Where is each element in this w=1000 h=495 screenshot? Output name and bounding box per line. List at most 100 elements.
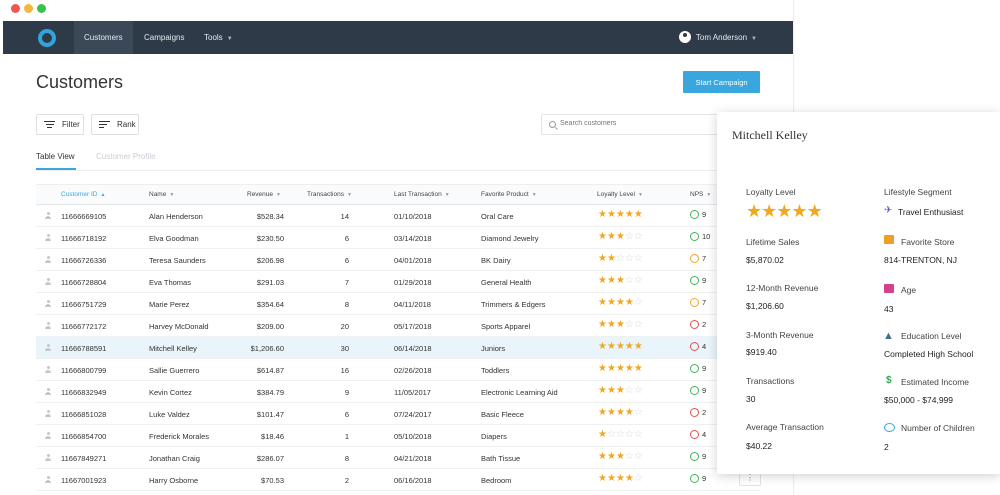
- col-last-transaction[interactable]: Last Transaction ▼: [394, 191, 450, 198]
- nps-value: 9: [702, 452, 707, 461]
- revenue-cell: $209.00: [256, 322, 284, 331]
- star-icon: ★: [761, 201, 777, 221]
- nps-cell: 9: [690, 209, 706, 220]
- nps-value: 7: [702, 254, 707, 263]
- nav-tools[interactable]: Tools ▼: [194, 21, 243, 54]
- col-nps[interactable]: NPS ▼: [690, 191, 711, 198]
- minimize-window-icon[interactable]: [24, 4, 33, 13]
- lifestyle-label: Lifestyle Segment: [884, 187, 952, 197]
- star-icon: ★: [606, 451, 616, 462]
- table-body: 11666669105 Alan Henderson $528.34 14 01/10/…: [36, 205, 760, 491]
- nav-customers[interactable]: Customers: [74, 21, 133, 54]
- smile-face-icon: [690, 451, 699, 461]
- search-input[interactable]: [560, 120, 720, 127]
- col-name[interactable]: Name ▼: [149, 191, 174, 198]
- search-box[interactable]: [541, 114, 731, 135]
- name-cell: Marie Perez: [149, 300, 190, 309]
- nps-cell: 7: [690, 253, 707, 264]
- top-nav: Customers Campaigns Tools ▼ Tom Anderson ▼: [3, 21, 793, 54]
- star-icon: ☆: [633, 451, 643, 462]
- chevron-down-icon: ▼: [346, 192, 352, 198]
- favorite-product-cell: Diapers: [481, 432, 507, 441]
- revenue-cell: $384.79: [256, 388, 284, 397]
- chevron-down-icon: ▼: [706, 192, 712, 198]
- rank-button[interactable]: Rank: [91, 114, 139, 135]
- start-campaign-button[interactable]: Start Campaign: [683, 71, 760, 93]
- nav-campaigns[interactable]: Campaigns: [134, 21, 194, 54]
- nps-value: 4: [702, 430, 707, 439]
- person-icon: [45, 388, 51, 395]
- star-icon: ★: [606, 385, 616, 396]
- table-row[interactable]: 11666854700 Frederick Morales $18.46 1 05/10…: [36, 425, 760, 447]
- last-transaction-cell: 02/26/2018: [394, 366, 432, 375]
- revenue-cell: $18.46: [261, 432, 284, 441]
- table-row[interactable]: 11666832949 Kevin Cortez $384.79 9 11/05/201…: [36, 381, 760, 403]
- frown-face-icon: [690, 407, 699, 417]
- star-icon: ★: [598, 253, 607, 264]
- user-menu[interactable]: Tom Anderson ▼: [678, 21, 757, 54]
- table-row[interactable]: 11666772172 Harvey McDonald $209.00 20 05/17…: [36, 315, 760, 337]
- star-icon: ★: [624, 473, 634, 484]
- col-favorite-product[interactable]: Favorite Product ▼: [481, 191, 537, 198]
- star-icon: ☆: [633, 473, 643, 484]
- star-icon: ☆: [606, 429, 616, 440]
- favorite-product-cell: Sports Apparel: [481, 322, 531, 331]
- revenue-cell: $354.64: [256, 300, 284, 309]
- star-icon: ★: [598, 473, 607, 484]
- frown-face-icon: [690, 341, 699, 351]
- name-cell: Elva Goodman: [149, 234, 199, 243]
- loyalty-stars: ★★★☆☆: [598, 275, 643, 286]
- table-row[interactable]: 11666788591 Mitchell Kelley $1,206.60 30 06/…: [36, 337, 760, 359]
- nps-cell: 9: [690, 451, 707, 462]
- table-row[interactable]: 11666728804 Eva Thomas $291.03 7 01/29/2018 G…: [36, 271, 760, 293]
- star-icon: ★: [598, 363, 607, 374]
- col-revenue[interactable]: Revenue ▼: [247, 191, 281, 198]
- table-row[interactable]: 11666751729 Marie Perez $354.64 8 04/11/2018…: [36, 293, 760, 315]
- star-icon: ★: [633, 341, 643, 352]
- col-loyalty-level[interactable]: Loyalty Level ▼: [597, 191, 643, 198]
- col-loyalty-level-label: Loyalty Level: [597, 191, 635, 198]
- col-transactions[interactable]: Transactions ▼: [307, 191, 352, 198]
- table-row[interactable]: 11666726336 Teresa Saunders $206.98 6 04/01/…: [36, 249, 760, 271]
- loyalty-stars: ★★★★★: [598, 209, 643, 220]
- tab-table-view[interactable]: Table View: [36, 152, 75, 161]
- tab-customer-profile[interactable]: Customer Profile: [96, 152, 156, 161]
- star-icon: ☆: [633, 253, 643, 264]
- table-row[interactable]: 11667001923 Harry Osborne $70.53 2 06/16/201…: [36, 469, 760, 491]
- loyalty-stars: ★☆☆☆☆: [598, 429, 643, 440]
- person-icon: [45, 476, 51, 483]
- loyalty-stars: ★★★★☆: [598, 473, 643, 484]
- star-icon: ★: [606, 275, 616, 286]
- nps-cell: 9: [690, 473, 706, 484]
- table-row[interactable]: 11666718192 Elva Goodman $230.50 6 03/14/201…: [36, 227, 760, 249]
- transactions-cell: 2: [344, 476, 349, 485]
- star-icon: ★: [624, 363, 634, 374]
- name-cell: Harry Osborne: [149, 476, 199, 485]
- star-icon: ☆: [633, 429, 643, 440]
- nps-value: 9: [702, 276, 707, 285]
- table-row[interactable]: 11666800799 Sallie Guerrero $614.87 16 02/26…: [36, 359, 760, 381]
- col-customer-id[interactable]: Customer ID ▲: [61, 191, 105, 198]
- revenue-cell: $614.87: [256, 366, 284, 375]
- filter-button[interactable]: Filter: [36, 114, 84, 135]
- logo-icon[interactable]: [38, 29, 56, 47]
- star-icon: ★: [606, 407, 616, 418]
- close-window-icon[interactable]: [11, 4, 20, 13]
- title-bar: [0, 0, 793, 21]
- chevron-down-icon: ▼: [276, 192, 281, 198]
- star-icon: ★: [606, 209, 616, 220]
- name-cell: Frederick Morales: [149, 432, 210, 441]
- customer-id-cell: 11667001923: [61, 476, 107, 485]
- maximize-window-icon[interactable]: [37, 4, 46, 13]
- table-header: Customer ID ▲ Name ▼ Revenue ▼ Transactions…: [36, 184, 760, 205]
- revenue-cell: $1,206.60: [250, 344, 284, 353]
- table-row[interactable]: 11666851028 Luke Valdez $101.47 6 07/24/2017…: [36, 403, 760, 425]
- nav-customers-label: Customers: [84, 33, 123, 42]
- star-icon: ★: [615, 363, 625, 374]
- table-row[interactable]: 11667849271 Jonathan Craig $286.07 8 04/21/2…: [36, 447, 760, 469]
- table-row[interactable]: 11666669105 Alan Henderson $528.34 14 01/10/…: [36, 205, 760, 227]
- more-options-icon[interactable]: ⋮: [739, 472, 761, 486]
- star-icon: ★: [615, 209, 625, 220]
- col-revenue-label: Revenue: [247, 191, 274, 198]
- name-cell: Harvey McDonald: [149, 322, 209, 331]
